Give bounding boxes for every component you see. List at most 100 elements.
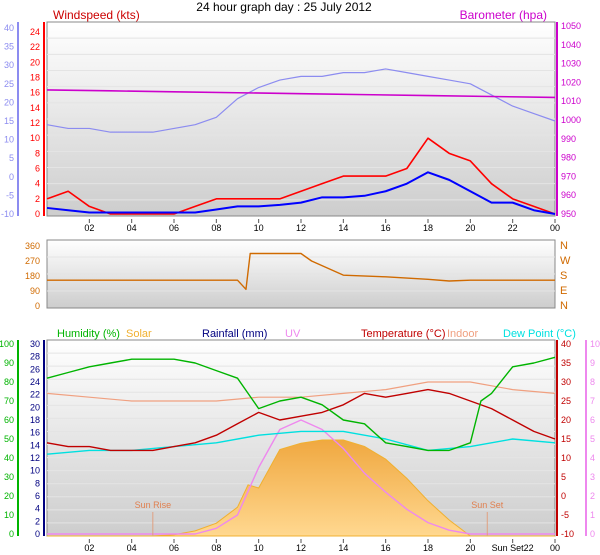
x-tick-label: 00 bbox=[550, 543, 560, 553]
y-tick-label: 4 bbox=[35, 179, 40, 189]
y-tick-label: 990 bbox=[561, 134, 576, 144]
y-tick-label: 1050 bbox=[561, 21, 581, 31]
y-tick-label: 18 bbox=[30, 73, 40, 83]
y-tick-label: 80 bbox=[4, 377, 14, 387]
x-tick-label: 02 bbox=[84, 223, 94, 233]
y-tick-label: 20 bbox=[4, 491, 14, 501]
y-tick-label: 15 bbox=[4, 116, 14, 126]
x-tick-label: 16 bbox=[381, 543, 391, 553]
y-tick-label: 70 bbox=[4, 396, 14, 406]
y-tick-label: 22 bbox=[30, 42, 40, 52]
y-tick-label: -10 bbox=[1, 209, 14, 219]
y-tick-label: 30 bbox=[4, 472, 14, 482]
x-tick-label: 22 bbox=[508, 223, 518, 233]
x-tick-label: 08 bbox=[211, 543, 221, 553]
y-tick-label: 12 bbox=[30, 453, 40, 463]
uv-line bbox=[47, 419, 555, 535]
y-tick-label: 5 bbox=[9, 153, 14, 163]
y-tick-label: 20 bbox=[30, 402, 40, 412]
x-tick-label: Sun Set22 bbox=[492, 543, 534, 553]
y-tick-label: 4 bbox=[35, 504, 40, 514]
y-tick-label: 0 bbox=[9, 172, 14, 182]
y-tick-label: 4 bbox=[590, 453, 595, 463]
y-tick-label: 22 bbox=[30, 390, 40, 400]
y-tick-label: 30 bbox=[561, 377, 571, 387]
y-tick-label: W bbox=[560, 255, 571, 267]
wind-left-outer-axis: 40 35 30 25 20 15 10 5 0 -5 -10 bbox=[1, 22, 19, 219]
page-title: 24 hour graph day : 25 July 2012 bbox=[196, 0, 372, 14]
wind-panel: Windspeed (kts) Barometer (hpa) 40353025… bbox=[1, 8, 581, 233]
y-tick-label: 18 bbox=[30, 415, 40, 425]
sunset-label: Sun Set bbox=[471, 500, 504, 510]
y-tick-label: 10 bbox=[4, 135, 14, 145]
y-tick-label: 2 bbox=[590, 491, 595, 501]
wind-x-axis: 02 04 06 08 10 12 14 16 18 20 22 00 bbox=[84, 219, 560, 233]
y-tick-label: 30 bbox=[4, 60, 14, 70]
y-tick-label: 2 bbox=[35, 194, 40, 204]
outdoor-temp-line bbox=[46, 68, 556, 133]
x-tick-label: 08 bbox=[211, 223, 221, 233]
y-tick-label: 1010 bbox=[561, 96, 581, 106]
y-tick-label: 180 bbox=[25, 271, 40, 281]
x-tick-label: 04 bbox=[127, 223, 137, 233]
y-tick-label: 60 bbox=[4, 415, 14, 425]
x-tick-label: 12 bbox=[296, 223, 306, 233]
y-tick-label: 1000 bbox=[561, 115, 581, 125]
legend-item: Rainfall (mm) bbox=[202, 328, 267, 340]
y-tick-label: 25 bbox=[561, 396, 571, 406]
y-tick-label: 0 bbox=[35, 209, 40, 219]
wind-title: Windspeed (kts) bbox=[53, 8, 140, 22]
barometer-line bbox=[46, 89, 556, 99]
x-tick-label: 10 bbox=[254, 543, 264, 553]
barometer-title: Barometer (hpa) bbox=[460, 8, 547, 22]
direction-degree-axis: 360 270 180 90 0 bbox=[25, 241, 40, 311]
y-tick-label: 970 bbox=[561, 171, 576, 181]
y-tick-label: 950 bbox=[561, 209, 576, 219]
y-tick-label: 0 bbox=[35, 529, 40, 539]
y-tick-label: 26 bbox=[30, 364, 40, 374]
y-tick-label: 16 bbox=[30, 428, 40, 438]
y-tick-label: 0 bbox=[9, 529, 14, 539]
x-tick-label: 02 bbox=[84, 543, 94, 553]
x-tick-label: 18 bbox=[423, 543, 433, 553]
x-tick-label: 16 bbox=[381, 223, 391, 233]
y-tick-label: 0 bbox=[590, 529, 595, 539]
x-tick-label: 00 bbox=[550, 223, 560, 233]
y-tick-label: -5 bbox=[6, 190, 14, 200]
y-tick-label: -10 bbox=[561, 529, 574, 539]
y-tick-label: 9 bbox=[590, 358, 595, 368]
y-tick-label: 10 bbox=[590, 339, 600, 349]
y-tick-label: 16 bbox=[30, 88, 40, 98]
legend-item: Dew Point (°C) bbox=[503, 328, 576, 340]
windspeed-line bbox=[46, 137, 556, 215]
y-tick-label: N bbox=[560, 240, 568, 252]
barometer-axis: 1050 1040 1030 1020 1010 1000 990 980 970 960 950 bbox=[556, 21, 581, 219]
y-tick-label: 6 bbox=[590, 415, 595, 425]
y-tick-label: 8 bbox=[590, 377, 595, 387]
y-tick-label: 14 bbox=[30, 103, 40, 113]
y-tick-label: 6 bbox=[35, 491, 40, 501]
y-tick-label: 15 bbox=[561, 434, 571, 444]
y-tick-label: E bbox=[560, 285, 567, 297]
y-tick-label: 270 bbox=[25, 256, 40, 266]
y-tick-label: 10 bbox=[30, 133, 40, 143]
y-tick-label: 6 bbox=[35, 164, 40, 174]
y-tick-label: 2 bbox=[35, 516, 40, 526]
x-tick-label: 20 bbox=[465, 223, 475, 233]
y-tick-label: 0 bbox=[561, 491, 566, 501]
legend-item: Indoor bbox=[447, 328, 479, 340]
y-tick-label: 1040 bbox=[561, 40, 581, 50]
y-tick-label: 50 bbox=[4, 434, 14, 444]
y-tick-label: 28 bbox=[30, 352, 40, 362]
y-tick-label: 40 bbox=[561, 339, 571, 349]
x-tick-label: 18 bbox=[423, 223, 433, 233]
climate-legend: Humidity (%) Solar Rainfall (mm) UV Temperat… bbox=[57, 328, 576, 340]
y-tick-label: 40 bbox=[4, 453, 14, 463]
legend-item: Solar bbox=[126, 328, 152, 340]
y-tick-label: 35 bbox=[4, 42, 14, 52]
x-tick-label: 12 bbox=[296, 543, 306, 553]
